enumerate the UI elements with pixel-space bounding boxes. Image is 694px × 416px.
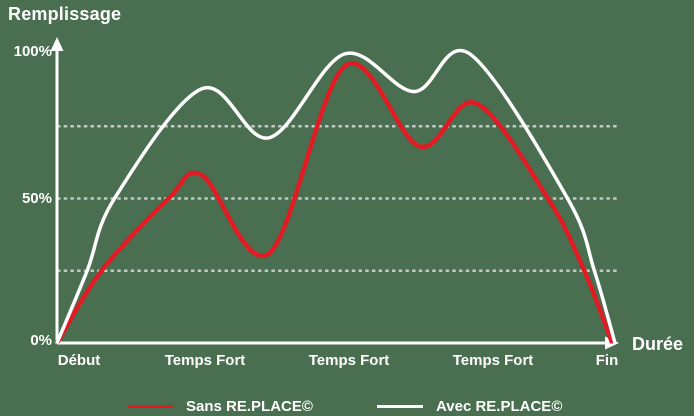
chart-title: Remplissage <box>8 4 122 24</box>
legend-swatch-white-line <box>377 404 423 408</box>
y-axis-tick-50: 50% <box>21 190 52 207</box>
legend-item-avec-replace: Avec RE.PLACE© <box>377 396 562 416</box>
legend-label-sans-replace: Sans RE.PLACE© <box>186 397 313 415</box>
series-line-sans-replace <box>54 61 615 344</box>
x-axis-tick-temps-fort-1: Temps Fort <box>164 352 246 369</box>
series-line-avec-replace <box>55 49 617 344</box>
x-axis-tick-fin: Fin <box>595 352 619 369</box>
y-axis-tick-100: 100% <box>13 43 52 60</box>
x-axis-tick-temps-fort-3: Temps Fort <box>452 352 534 369</box>
y-axis-tick-0: 0% <box>30 332 52 349</box>
x-axis-tick-debut: Début <box>57 352 101 369</box>
y-axis-arrow-icon <box>50 37 64 51</box>
legend-label-avec-replace: Avec RE.PLACE© <box>436 397 563 415</box>
x-axis-title-duree: Durée <box>632 334 684 354</box>
legend-swatch-red-line <box>127 404 173 408</box>
legend: Sans RE.PLACE© Avec RE.PLACE© <box>0 396 694 416</box>
x-axis-tick-temps-fort-2: Temps Fort <box>308 352 390 369</box>
legend-item-sans-replace: Sans RE.PLACE© <box>127 396 313 416</box>
